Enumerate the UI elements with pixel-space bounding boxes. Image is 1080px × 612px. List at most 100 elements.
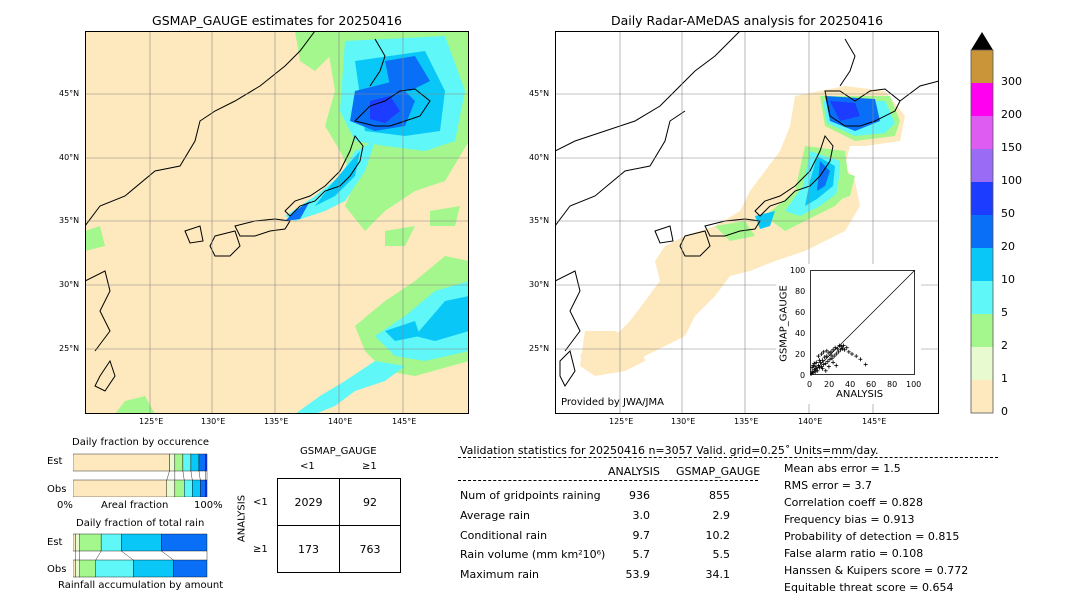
scatter-point xyxy=(831,347,836,352)
scatter-point xyxy=(825,359,830,364)
stacked-bar-segment xyxy=(184,479,193,497)
rain-fraction-cat: Obs xyxy=(47,564,67,575)
scatter-point xyxy=(817,358,822,363)
scatter-point xyxy=(813,364,818,369)
stat-row-label: Conditional rain xyxy=(460,529,548,542)
stacked-bar-segment xyxy=(133,559,174,578)
stacked-bar-segment xyxy=(166,479,176,497)
scatter-xtick: 100 xyxy=(906,380,922,389)
colorbar-swatch xyxy=(971,83,993,116)
score-line: False alarm ratio = 0.108 xyxy=(784,547,924,560)
scatter-xtick: 60 xyxy=(866,380,877,389)
scatter-point xyxy=(824,348,829,353)
colorbar-tick-label: 10 xyxy=(1001,273,1015,286)
left-lat-label: 35°N xyxy=(59,216,80,225)
colorbar-tick-label: 200 xyxy=(1001,108,1022,121)
stacked-bar-segment xyxy=(75,533,80,552)
scatter-ytick: 60 xyxy=(795,308,806,317)
stacked-bar-segment xyxy=(79,533,102,552)
scatter-ytick: 80 xyxy=(795,287,806,296)
left-lat-label: 30°N xyxy=(59,280,80,289)
stat-row-label: Maximum rain xyxy=(460,568,539,581)
scatter-point xyxy=(854,354,859,359)
colorbar-extend-arrow xyxy=(971,32,993,50)
left-lat-label: 25°N xyxy=(59,344,80,353)
scatter-point xyxy=(837,343,842,348)
contingency-row-header: <1 xyxy=(253,497,268,508)
stat-row-analysis: 936 xyxy=(629,489,650,502)
colorbar-swatch xyxy=(971,281,993,314)
stats-header: Validation statistics for 20250416 n=305… xyxy=(460,444,879,457)
rain-fraction-cat: Est xyxy=(47,537,63,548)
scatter-point xyxy=(827,357,832,362)
colorbar-swatch xyxy=(971,182,993,215)
scatter-point xyxy=(840,346,845,351)
right-lat-label: 40°N xyxy=(529,153,550,162)
rain-fraction-xlabel: Rainfall accumulation by amount xyxy=(58,580,224,591)
contingency-col-header: ≥1 xyxy=(362,461,377,472)
right-lat-label: 30°N xyxy=(529,280,550,289)
left-map xyxy=(85,31,469,414)
stacked-bar-segment xyxy=(100,533,122,552)
scatter-point xyxy=(858,357,863,362)
colorbar-swatch xyxy=(971,248,993,281)
score-line: Mean abs error = 1.5 xyxy=(784,462,901,475)
stacked-bar-segment xyxy=(205,479,208,497)
scatter-xtick: 80 xyxy=(887,380,898,389)
contingency-cell: 2029 xyxy=(294,495,323,509)
colorbar-tick-label: 300 xyxy=(1001,75,1022,88)
colorbar-swatch xyxy=(971,314,993,347)
scatter-point xyxy=(820,366,825,371)
scatter-point xyxy=(812,367,817,372)
scatter-point xyxy=(816,354,821,359)
right-lat-label: 35°N xyxy=(529,216,550,225)
colorbar-tick-label: 2 xyxy=(1001,339,1008,352)
scatter-point xyxy=(846,349,851,354)
scatter-point xyxy=(830,356,835,361)
colorbar-swatch xyxy=(971,380,993,413)
scatter-point xyxy=(842,347,847,352)
right-lon-label: 145°E xyxy=(862,417,887,426)
scatter-point xyxy=(834,352,839,356)
stacked-connector xyxy=(198,470,201,481)
stat-row-analysis: 53.9 xyxy=(625,568,651,581)
stacked-bar-segment xyxy=(169,453,176,472)
scatter-ylabel: GSMAP_GAUGE xyxy=(778,285,790,362)
scatter-point xyxy=(824,354,829,359)
scatter-point xyxy=(832,354,837,359)
contingency-col-header: <1 xyxy=(300,461,315,472)
stats-divider xyxy=(458,457,998,458)
stat-row-gsmap: 34.1 xyxy=(705,568,731,581)
stat-row-gsmap: 10.2 xyxy=(705,529,731,542)
stacked-bar-segment xyxy=(73,479,168,497)
scatter-point xyxy=(814,366,819,371)
left-lon-label: 145°E xyxy=(392,417,417,426)
stacked-bar-segment xyxy=(95,559,134,578)
scatter-xtick: 0 xyxy=(807,380,813,389)
stacked-bar-segment xyxy=(182,453,192,472)
scatter-point xyxy=(822,355,827,360)
stacked-bar-segment xyxy=(73,453,170,472)
left-lon-label: 135°E xyxy=(264,417,289,426)
stacked-connector xyxy=(166,470,170,481)
stat-row-analysis: 9.7 xyxy=(632,529,651,542)
left-lon-label: 130°E xyxy=(201,417,226,426)
occurrence-cat: Est xyxy=(47,456,63,467)
scatter-ytick: 20 xyxy=(795,350,806,359)
scatter-point xyxy=(821,362,826,367)
stacked-bar-segment xyxy=(174,453,184,472)
scatter-point xyxy=(811,370,816,375)
stat-row-label: Rain volume (mm km²10⁶) xyxy=(460,548,606,561)
scatter-point xyxy=(815,368,820,373)
occurrence-xlabel: Areal fraction xyxy=(101,500,169,511)
scatter-point xyxy=(850,352,854,356)
stacked-bar-segment xyxy=(174,479,185,497)
right-lon-label: 140°E xyxy=(798,417,823,426)
right-map-title: Daily Radar-AMeDAS analysis for 20250416 xyxy=(610,13,884,28)
colorbar-tick-label: 20 xyxy=(1001,240,1015,253)
right-map xyxy=(555,31,939,414)
scatter-point xyxy=(810,365,815,370)
contingency-table: 2029 92 173 763 xyxy=(277,478,401,573)
right-lon-label: 130°E xyxy=(671,417,696,426)
contingency-row-title: ANALYSIS xyxy=(236,494,248,543)
